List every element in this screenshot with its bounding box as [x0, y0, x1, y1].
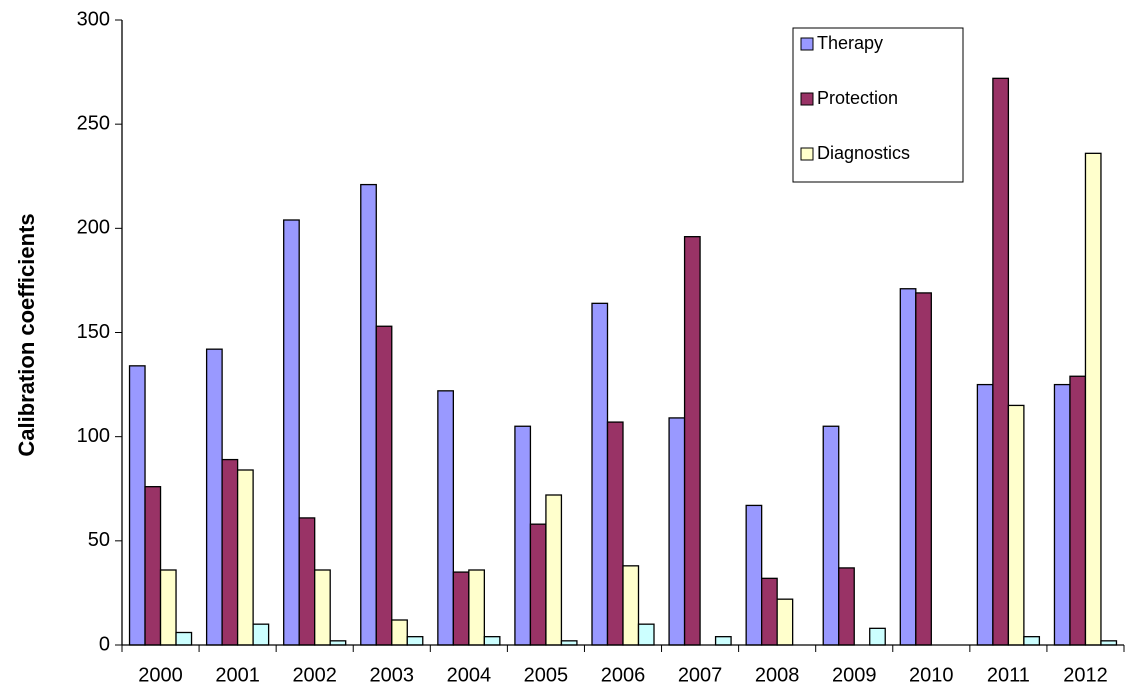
bar: [1023, 636, 1041, 646]
bar: [529, 523, 547, 646]
bar: [838, 567, 855, 646]
bar: [144, 486, 162, 646]
y-tick-label: 150: [77, 321, 110, 343]
x-tick-label: 2001: [215, 664, 260, 686]
bar: [175, 631, 193, 646]
bar: [1053, 383, 1071, 646]
y-tick-label: 250: [77, 112, 110, 134]
bar: [761, 577, 778, 646]
x-tick-label: 2002: [292, 664, 337, 686]
bar: [159, 569, 177, 646]
bar: [128, 365, 146, 646]
y-tick-label: 0: [99, 633, 110, 655]
legend-swatch: [800, 37, 814, 51]
bar: [205, 348, 223, 646]
x-tick-label: 2000: [138, 664, 183, 686]
bar: [1084, 152, 1102, 646]
bar: [745, 504, 763, 646]
bar: [992, 77, 1010, 646]
legend-label: Diagnostics: [817, 143, 910, 163]
x-tick-label: 2003: [370, 664, 415, 686]
bar: [714, 636, 732, 646]
legend-box: [792, 27, 964, 183]
x-tick-label: 2008: [755, 664, 800, 686]
y-tick-label: 50: [88, 529, 110, 551]
bar: [483, 636, 501, 646]
bar: [899, 288, 917, 646]
bar: [683, 236, 701, 646]
bar: [606, 421, 624, 646]
bar: [314, 569, 331, 646]
x-tick-label: 2007: [678, 664, 723, 686]
bar: [545, 494, 563, 646]
x-tick-label: 2012: [1063, 664, 1108, 686]
bar: [622, 565, 640, 646]
y-tick-label: 100: [77, 425, 110, 447]
bar: [236, 469, 254, 646]
x-tick-label: 2005: [524, 664, 569, 686]
bar: [514, 425, 532, 646]
legend-label: Therapy: [817, 33, 883, 53]
bar: [391, 619, 408, 646]
y-axis-label: Calibration coefficients: [14, 213, 39, 456]
legend-label: Protection: [817, 88, 898, 108]
x-tick-label: 2006: [601, 664, 646, 686]
bar: [437, 390, 454, 646]
bar: [406, 636, 424, 646]
bar: [360, 183, 377, 646]
bar: [591, 302, 609, 646]
y-tick-label: 200: [77, 217, 110, 239]
x-tick-label: 2010: [909, 664, 954, 686]
bar: [1007, 404, 1025, 646]
bar: [915, 292, 932, 646]
bar: [976, 383, 994, 646]
x-tick-label: 2009: [832, 664, 877, 686]
bar: [668, 417, 686, 646]
x-tick-label: 2011: [987, 664, 1030, 686]
legend-swatch: [800, 147, 814, 161]
bar: [452, 571, 470, 646]
bar: [298, 517, 316, 646]
y-tick-label: 300: [77, 8, 110, 30]
bar: [375, 325, 393, 646]
bar: [869, 627, 886, 646]
bar: [637, 623, 655, 646]
bar: [822, 425, 840, 646]
x-tick-label: 2004: [447, 664, 492, 686]
bar: [1069, 375, 1087, 646]
legend-swatch: [800, 92, 814, 106]
bar: [776, 598, 794, 646]
bar: [252, 623, 270, 646]
bar: [283, 219, 300, 646]
bar: [468, 569, 485, 646]
bar: [221, 458, 239, 646]
